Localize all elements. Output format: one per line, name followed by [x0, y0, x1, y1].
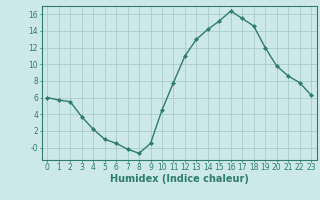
- X-axis label: Humidex (Indice chaleur): Humidex (Indice chaleur): [110, 174, 249, 184]
